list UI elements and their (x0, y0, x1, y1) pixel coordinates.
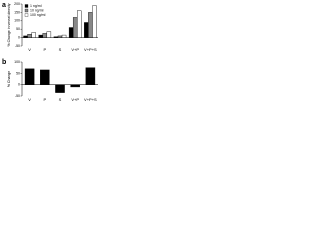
bar (42, 33, 48, 38)
x-tick-label: P (43, 97, 46, 102)
bar (70, 84, 80, 88)
bar (23, 35, 28, 38)
legend-swatch (24, 8, 29, 13)
legend-swatch (24, 13, 29, 17)
x-tick-label: V (28, 97, 31, 102)
legend-label: 1 ng/ml (30, 4, 42, 8)
x-tick-label: V+P (71, 47, 79, 52)
bar (55, 84, 65, 93)
x-tick-label: V (28, 47, 31, 52)
panel-label: a (2, 2, 6, 9)
bar (92, 5, 97, 38)
legend-label: 100 ng/ml (30, 13, 46, 17)
x-tick-label: S (59, 97, 62, 102)
legend-swatch (24, 4, 29, 8)
bar (31, 32, 36, 38)
x-tick-label: V+P+S (84, 97, 97, 102)
bar (72, 17, 78, 38)
bar (85, 67, 96, 85)
bar (46, 31, 52, 38)
y-tick-label: 100 (14, 19, 20, 23)
bar (53, 36, 59, 38)
bar (57, 35, 63, 38)
x-tick-label: S (59, 47, 62, 52)
legend-label: 10 ng/ml (30, 8, 44, 12)
y-tick-label: 0 (18, 83, 20, 87)
y-axis-label: % Change in vessel density (7, 3, 11, 46)
y-tick-label: -50 (15, 44, 20, 48)
bar (84, 22, 89, 38)
bar (77, 10, 82, 38)
y-axis-label: % Change (7, 71, 11, 87)
y-tick-label: -50 (15, 94, 20, 98)
page: {"chart_data": [ {"type": "bar", "label"… (0, 0, 100, 105)
bar (61, 34, 67, 38)
x-tick-label: V+P (71, 97, 79, 102)
x-tick-label: P (43, 47, 46, 52)
y-tick-label: 50 (16, 71, 20, 75)
y-tick-label: 0 (18, 36, 20, 40)
bar (24, 68, 35, 85)
y-tick-label: 100 (14, 60, 20, 64)
x-tick-label: V+P+S (84, 47, 97, 52)
bar (38, 34, 43, 38)
figure: a b % Change in vessel density -50 0 50 100 1… (2, 2, 98, 102)
panel-label: b (2, 59, 6, 66)
y-tick-label: 150 (14, 10, 20, 14)
y-tick-label: 200 (14, 2, 20, 6)
y-tick-label: 50 (16, 27, 20, 31)
bar (27, 34, 32, 38)
bar (40, 69, 50, 85)
bar (68, 27, 74, 38)
bar (88, 12, 93, 38)
